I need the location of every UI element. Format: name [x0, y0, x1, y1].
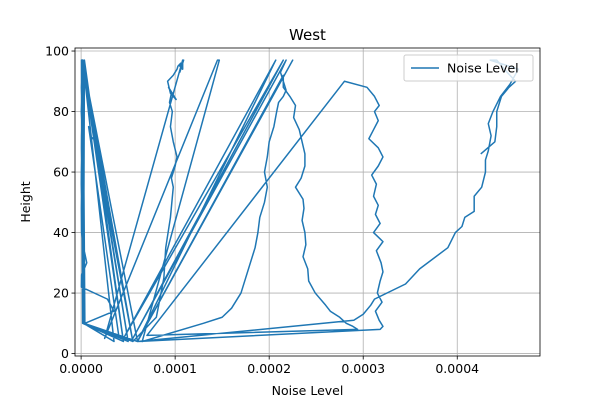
y-tick-label: 100 — [45, 44, 69, 59]
x-tick-label: 0.0002 — [247, 361, 291, 376]
axes-frame — [74, 47, 541, 357]
y-tick-label: 40 — [53, 225, 69, 240]
x-axis-label: Noise Level — [272, 383, 344, 398]
grid-lines — [75, 48, 540, 356]
y-axis-ticks: 0 20 40 60 80 100 — [45, 44, 75, 361]
y-tick-label: 60 — [53, 165, 69, 180]
plot-area — [80, 59, 520, 343]
x-axis-ticks: 0.0000 0.0001 0.0002 0.0003 0.0004 — [59, 356, 479, 376]
chart-title: West — [289, 26, 326, 44]
y-tick-label: 80 — [53, 104, 69, 119]
legend-box — [403, 54, 534, 82]
x-tick-label: 0.0000 — [59, 361, 103, 376]
series-line-noise-level — [80, 59, 520, 343]
x-tick-label: 0.0001 — [153, 361, 197, 376]
x-tick-label: 0.0003 — [341, 361, 385, 376]
legend: Noise Level — [403, 54, 534, 82]
y-axis-label: Height — [18, 181, 33, 222]
legend-label-noise-level: Noise Level — [447, 61, 519, 76]
x-tick-label: 0.0004 — [435, 361, 479, 376]
y-tick-label: 20 — [53, 286, 69, 301]
y-tick-label: 0 — [61, 346, 69, 361]
